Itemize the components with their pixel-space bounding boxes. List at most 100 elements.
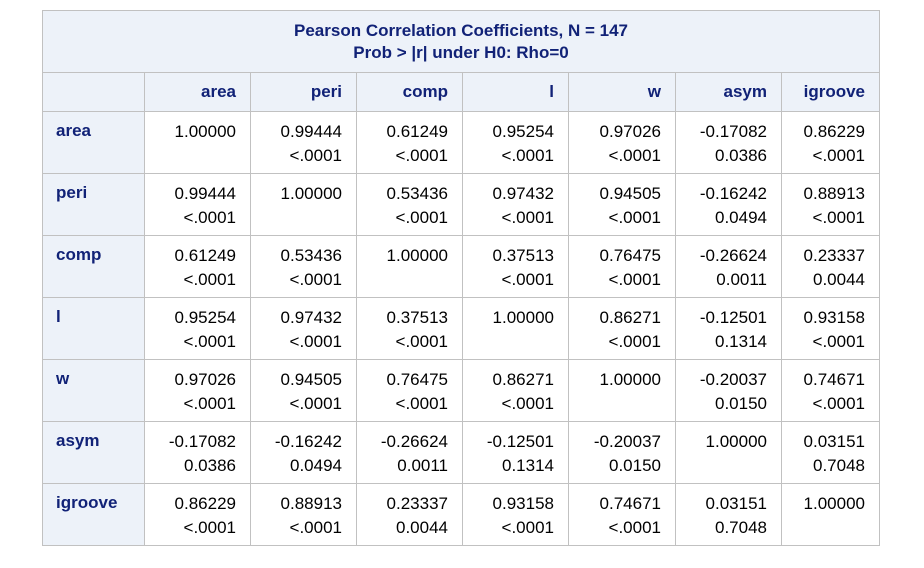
correlation-cell: -0.26624 0.0011 bbox=[675, 235, 782, 298]
coefficient-value: 0.76475 bbox=[599, 246, 661, 265]
column-header-area: area bbox=[144, 72, 251, 112]
coefficient-value: 0.23337 bbox=[386, 494, 448, 513]
p-value: <.0001 bbox=[289, 270, 342, 289]
column-header-comp: comp bbox=[356, 72, 463, 112]
coefficient-value: 1.00000 bbox=[705, 432, 767, 451]
row-header: area bbox=[42, 111, 145, 174]
correlation-cell: 0.88913 <.0001 bbox=[250, 483, 357, 546]
table-row: comp 0.61249 <.0001 0.53436 <.0001 1.00000 0.3… bbox=[42, 235, 880, 298]
coefficient-value: 1.00000 bbox=[280, 184, 342, 203]
correlation-cell: 1.00000 bbox=[144, 111, 251, 174]
table-row: w 0.97026 <.0001 0.94505 <.0001 0.76475 <.0001… bbox=[42, 359, 880, 422]
p-value: 0.1314 bbox=[715, 332, 767, 351]
correlation-cell: 0.97432 <.0001 bbox=[462, 173, 569, 236]
correlation-cell: 0.61249 <.0001 bbox=[356, 111, 463, 174]
p-value: <.0001 bbox=[608, 270, 661, 289]
coefficient-value: -0.12501 bbox=[486, 432, 554, 451]
coefficient-value: 0.97432 bbox=[492, 184, 554, 203]
table-row: area 1.00000 0.99444 <.0001 0.61249 <.0001 0.9… bbox=[42, 111, 880, 174]
coefficient-value: 0.94505 bbox=[599, 184, 661, 203]
coefficient-value: 1.00000 bbox=[803, 494, 865, 513]
coefficient-value: 0.93158 bbox=[803, 308, 865, 327]
coefficient-value: -0.20037 bbox=[699, 370, 767, 389]
correlation-cell: -0.17082 0.0386 bbox=[144, 421, 251, 484]
correlation-cell: 1.00000 bbox=[462, 297, 569, 360]
correlation-cell: 0.93158 <.0001 bbox=[462, 483, 569, 546]
coefficient-value: 0.88913 bbox=[803, 184, 865, 203]
coefficient-value: 0.94505 bbox=[280, 370, 342, 389]
correlation-cell: 0.99444 <.0001 bbox=[250, 111, 357, 174]
correlation-cell: 0.37513 <.0001 bbox=[462, 235, 569, 298]
coefficient-value: 0.99444 bbox=[280, 122, 342, 141]
title-line-2: Prob > |r| under H0: Rho=0 bbox=[353, 42, 569, 62]
p-value: 0.7048 bbox=[715, 518, 767, 537]
correlation-cell: 1.00000 bbox=[675, 421, 782, 484]
correlation-cell: 0.23337 0.0044 bbox=[356, 483, 463, 546]
correlation-cell: 0.93158 <.0001 bbox=[781, 297, 880, 360]
table-row: asym -0.17082 0.0386 -0.16242 0.0494 -0.26624… bbox=[42, 421, 880, 484]
table-title: Pearson Correlation Coefficients, N = 14… bbox=[42, 10, 880, 73]
coefficient-value: 0.97026 bbox=[599, 122, 661, 141]
correlation-cell: 0.94505 <.0001 bbox=[250, 359, 357, 422]
p-value: <.0001 bbox=[183, 208, 236, 227]
correlation-cell: 0.76475 <.0001 bbox=[356, 359, 463, 422]
p-value: <.0001 bbox=[608, 146, 661, 165]
correlation-cell: 0.95254 <.0001 bbox=[144, 297, 251, 360]
p-value: <.0001 bbox=[812, 146, 865, 165]
p-value: 0.0150 bbox=[609, 456, 661, 475]
coefficient-value: 0.53436 bbox=[386, 184, 448, 203]
p-value: 0.1314 bbox=[502, 456, 554, 475]
coefficient-value: 1.00000 bbox=[599, 370, 661, 389]
row-header: w bbox=[42, 359, 145, 422]
coefficient-value: 0.97026 bbox=[174, 370, 236, 389]
p-value: <.0001 bbox=[183, 394, 236, 413]
p-value: <.0001 bbox=[501, 146, 554, 165]
coefficient-value: -0.26624 bbox=[699, 246, 767, 265]
corner-cell bbox=[42, 72, 145, 112]
correlation-cell: -0.16242 0.0494 bbox=[250, 421, 357, 484]
row-header: comp bbox=[42, 235, 145, 298]
coefficient-value: 1.00000 bbox=[492, 308, 554, 327]
coefficient-value: 0.88913 bbox=[280, 494, 342, 513]
row-header: igroove bbox=[42, 483, 145, 546]
p-value: <.0001 bbox=[501, 394, 554, 413]
correlation-cell: 0.61249 <.0001 bbox=[144, 235, 251, 298]
coefficient-value: 1.00000 bbox=[174, 122, 236, 141]
coefficient-value: 0.97432 bbox=[280, 308, 342, 327]
column-header-asym: asym bbox=[675, 72, 782, 112]
p-value: <.0001 bbox=[289, 394, 342, 413]
coefficient-value: -0.17082 bbox=[699, 122, 767, 141]
row-header: asym bbox=[42, 421, 145, 484]
correlation-cell: 0.37513 <.0001 bbox=[356, 297, 463, 360]
p-value: 0.0494 bbox=[715, 208, 767, 227]
coefficient-value: 1.00000 bbox=[386, 246, 448, 265]
p-value: <.0001 bbox=[183, 332, 236, 351]
coefficient-value: 0.86271 bbox=[599, 308, 661, 327]
coefficient-value: 0.03151 bbox=[705, 494, 767, 513]
correlation-cell: 0.97026 <.0001 bbox=[568, 111, 676, 174]
coefficient-value: 0.86229 bbox=[174, 494, 236, 513]
correlation-cell: -0.16242 0.0494 bbox=[675, 173, 782, 236]
column-header-l: l bbox=[462, 72, 569, 112]
p-value: <.0001 bbox=[289, 332, 342, 351]
table-row: peri 0.99444 <.0001 1.00000 0.53436 <.0001 0.9… bbox=[42, 173, 880, 236]
coefficient-value: 0.93158 bbox=[492, 494, 554, 513]
correlation-cell: -0.26624 0.0011 bbox=[356, 421, 463, 484]
correlation-cell: 0.97432 <.0001 bbox=[250, 297, 357, 360]
coefficient-value: 0.74671 bbox=[599, 494, 661, 513]
correlation-cell: 0.99444 <.0001 bbox=[144, 173, 251, 236]
coefficient-value: -0.16242 bbox=[274, 432, 342, 451]
p-value: 0.0494 bbox=[290, 456, 342, 475]
p-value: 0.0150 bbox=[715, 394, 767, 413]
coefficient-value: 0.23337 bbox=[803, 246, 865, 265]
column-header-peri: peri bbox=[250, 72, 357, 112]
coefficient-value: -0.26624 bbox=[380, 432, 448, 451]
coefficient-value: 0.37513 bbox=[492, 246, 554, 265]
p-value: 0.0011 bbox=[716, 270, 767, 289]
p-value: <.0001 bbox=[501, 270, 554, 289]
correlation-cell: 0.94505 <.0001 bbox=[568, 173, 676, 236]
correlation-cell: -0.12501 0.1314 bbox=[462, 421, 569, 484]
p-value: <.0001 bbox=[183, 270, 236, 289]
correlation-cell: 0.23337 0.0044 bbox=[781, 235, 880, 298]
coefficient-value: -0.20037 bbox=[593, 432, 661, 451]
